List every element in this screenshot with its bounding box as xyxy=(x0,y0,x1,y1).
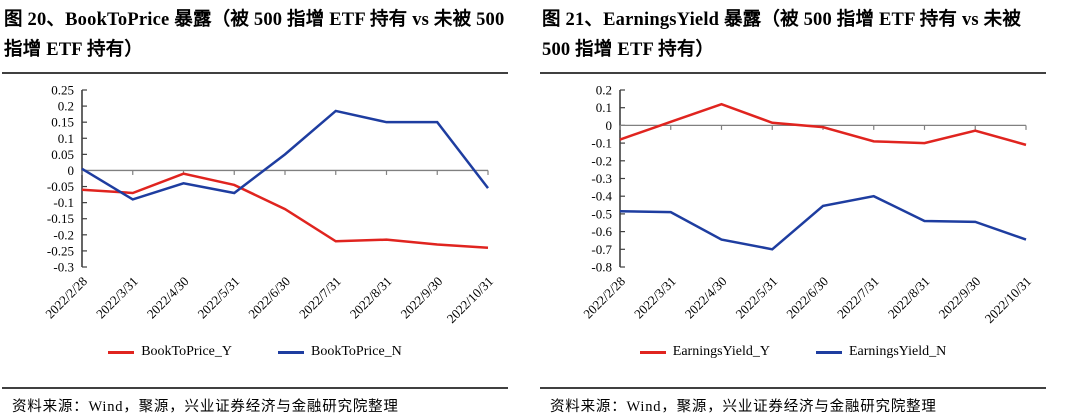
legend-line-swatch xyxy=(108,350,135,354)
y-tick-label: -0.1 xyxy=(53,195,74,210)
figure-21-title-divider xyxy=(540,72,1046,74)
y-tick-label: 0.2 xyxy=(58,99,74,114)
legend-item-BookToPrice_Y: BookToPrice_Y xyxy=(108,344,232,360)
y-tick-label: -0.2 xyxy=(591,153,612,168)
y-tick-label: -0.4 xyxy=(591,189,612,204)
y-tick-label: 0.15 xyxy=(51,115,74,130)
x-tick-label: 2022/8/31 xyxy=(885,274,933,322)
x-tick-label: 2022/2/28 xyxy=(580,274,628,322)
y-tick-label: -0.3 xyxy=(591,171,612,186)
figure-20-title-divider xyxy=(2,72,508,74)
y-tick-label: 0.2 xyxy=(596,83,612,98)
figure-20-footer-divider xyxy=(2,387,508,389)
legend-line-swatch xyxy=(278,350,304,354)
y-tick-label: -0.05 xyxy=(47,179,74,194)
figure-20-legend: BookToPrice_Y BookToPrice_N xyxy=(2,344,508,360)
x-tick-label: 2022/2/28 xyxy=(42,274,90,322)
x-tick-label: 2022/8/31 xyxy=(347,274,395,322)
x-tick-label: 2022/7/31 xyxy=(296,274,344,322)
x-tick-label: 2022/10/31 xyxy=(444,274,496,326)
legend-item-EarningsYield_N: EarningsYield_N xyxy=(816,344,946,360)
figure-21-chart: -0.8 -0.7 -0.6 -0.5 -0.4 -0.3 -0.2 -0.1 0 0.1 0.2 2… xyxy=(580,83,1034,327)
legend-item-EarningsYield_Y: EarningsYield_Y xyxy=(639,344,770,360)
series-line-EarningsYield_Y xyxy=(619,102,1027,147)
figure-21-title: 图 21、EarningsYield 暴露（被 500 指增 ETF 持有 vs… xyxy=(542,10,1022,60)
x-tick-label: 2022/5/31 xyxy=(194,274,242,322)
y-tick-label: -0.6 xyxy=(591,224,612,239)
figure-21-source-note: 资料来源：Wind，聚源，兴业证券经济与金融研究院整理 xyxy=(550,399,937,415)
legend-label: EarningsYield_Y xyxy=(672,344,770,359)
y-tick-label: 0.1 xyxy=(596,100,612,115)
figure-20-chart: -0.3-0.25-0.2-0.15-0.1-0.0500.050.10.150… xyxy=(42,83,496,327)
y-tick-label: -0.2 xyxy=(53,227,74,242)
y-tick-label: -0.1 xyxy=(591,136,612,151)
series-line-EarningsYield_N xyxy=(619,194,1027,251)
x-tick-label: 2022/6/30 xyxy=(245,274,293,322)
legend-line-swatch xyxy=(639,350,666,354)
x-tick-label: 2022/3/31 xyxy=(631,274,679,322)
figure-21-footer-divider xyxy=(540,387,1046,389)
x-tick-label: 2022/7/31 xyxy=(834,274,882,322)
y-tick-label: 0.25 xyxy=(51,83,74,98)
legend-label: EarningsYield_N xyxy=(849,344,947,359)
y-tick-label: -0.8 xyxy=(591,260,612,275)
x-tick-label: 2022/5/31 xyxy=(732,274,780,322)
legend-label: BookToPrice_Y xyxy=(141,344,232,359)
legend-label: BookToPrice_N xyxy=(311,344,402,359)
figure-20-title: 图 20、BookToPrice 暴露（被 500 指增 ETF 持有 vs 未… xyxy=(4,10,505,60)
y-tick-label: 0 xyxy=(68,163,75,178)
figure-20-panel: 图 20、BookToPrice 暴露（被 500 指增 ETF 持有 vs 未… xyxy=(2,0,508,416)
y-tick-label: 0.1 xyxy=(58,131,74,146)
x-tick-label: 2022/9/30 xyxy=(397,274,445,322)
x-tick-label: 2022/10/31 xyxy=(982,274,1034,326)
y-tick-label: -0.25 xyxy=(47,243,74,258)
figure-21-panel: 图 21、EarningsYield 暴露（被 500 指增 ETF 持有 vs… xyxy=(540,0,1046,416)
y-tick-label: -0.3 xyxy=(53,260,74,275)
y-tick-label: -0.15 xyxy=(47,211,74,226)
x-tick-label: 2022/9/30 xyxy=(935,274,983,322)
series-line-BookToPrice_Y xyxy=(81,172,489,249)
legend-line-swatch xyxy=(816,350,842,354)
y-tick-label: 0.05 xyxy=(51,147,74,162)
x-tick-label: 2022/6/30 xyxy=(783,274,831,322)
figure-20-source-note: 资料来源：Wind，聚源，兴业证券经济与金融研究院整理 xyxy=(12,399,399,415)
y-tick-label: 0 xyxy=(606,118,613,133)
y-tick-label: -0.5 xyxy=(591,206,612,221)
x-tick-label: 2022/4/30 xyxy=(144,274,192,322)
x-tick-label: 2022/4/30 xyxy=(682,274,730,322)
y-tick-label: -0.7 xyxy=(591,242,612,257)
series-line-BookToPrice_N xyxy=(81,109,489,201)
x-tick-label: 2022/3/31 xyxy=(93,274,141,322)
legend-item-BookToPrice_N: BookToPrice_N xyxy=(278,344,402,360)
figure-21-legend: EarningsYield_Y EarningsYield_N xyxy=(540,344,1046,360)
